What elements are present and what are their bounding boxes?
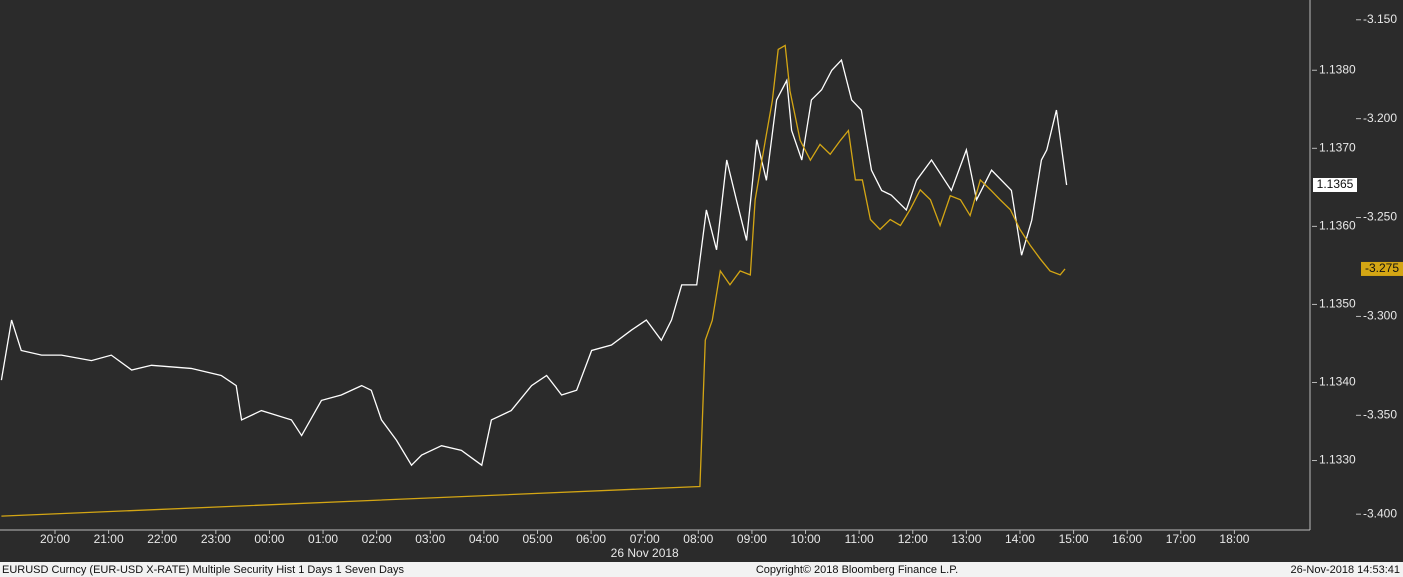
y-tick-label: 1.1360 — [1319, 219, 1356, 233]
footer-center: Copyright© 2018 Bloomberg Finance L.P. — [756, 564, 958, 576]
footer-bar — [0, 562, 1403, 577]
x-tick-label: 10:00 — [791, 532, 821, 546]
x-tick-label: 02:00 — [362, 532, 392, 546]
x-tick-label: 17:00 — [1166, 532, 1196, 546]
y2-tick-label: -3.250 — [1363, 210, 1397, 224]
x-tick-label: 12:00 — [898, 532, 928, 546]
series-line — [1, 44, 1066, 517]
last-value-label: 1.1365 — [1317, 177, 1354, 191]
x-tick-label: 21:00 — [94, 532, 124, 546]
x-tick-label: 03:00 — [415, 532, 445, 546]
x-tick-label: 14:00 — [1005, 532, 1035, 546]
y-tick-label: 1.1350 — [1319, 297, 1356, 311]
y2-tick-label: -3.200 — [1363, 111, 1397, 125]
y2-tick-label: -3.400 — [1363, 506, 1397, 520]
x-tick-label: 05:00 — [522, 532, 552, 546]
y2-tick-label: -3.300 — [1363, 309, 1397, 323]
x-tick-label: 13:00 — [951, 532, 981, 546]
footer-left: EURUSD Curncy (EUR-USD X-RATE) Multiple … — [2, 564, 404, 576]
x-tick-label: 11:00 — [845, 532, 874, 546]
x-tick-label: 00:00 — [254, 532, 284, 546]
x-tick-label: 09:00 — [737, 532, 767, 546]
y2-tick-label: -3.150 — [1363, 12, 1397, 26]
series-line — [0, 58, 1068, 467]
x-tick-label: 20:00 — [40, 532, 70, 546]
last-value-box — [1361, 261, 1403, 276]
x-tick-label: 18:00 — [1219, 532, 1249, 546]
last-value-box — [1313, 177, 1357, 192]
date-label: 26 Nov 2018 — [611, 546, 679, 560]
last-value-label: -3.275 — [1365, 261, 1399, 275]
x-tick-label: 01:00 — [308, 532, 338, 546]
x-tick-label: 04:00 — [469, 532, 499, 546]
x-tick-label: 16:00 — [1112, 532, 1142, 546]
x-tick-label: 23:00 — [201, 532, 231, 546]
x-tick-label: 08:00 — [683, 532, 713, 546]
footer-right: 26-Nov-2018 14:53:41 — [1291, 564, 1400, 576]
y-tick-label: 1.1380 — [1319, 62, 1356, 76]
x-tick-label: 22:00 — [147, 532, 177, 546]
x-tick-label: 15:00 — [1059, 532, 1089, 546]
y-tick-label: 1.1370 — [1319, 140, 1356, 154]
y-tick-label: 1.1340 — [1319, 375, 1356, 389]
x-tick-label: 07:00 — [630, 532, 660, 546]
y-tick-label: 1.1330 — [1319, 453, 1356, 467]
x-tick-label: 06:00 — [576, 532, 606, 546]
y2-tick-label: -3.350 — [1363, 407, 1397, 421]
